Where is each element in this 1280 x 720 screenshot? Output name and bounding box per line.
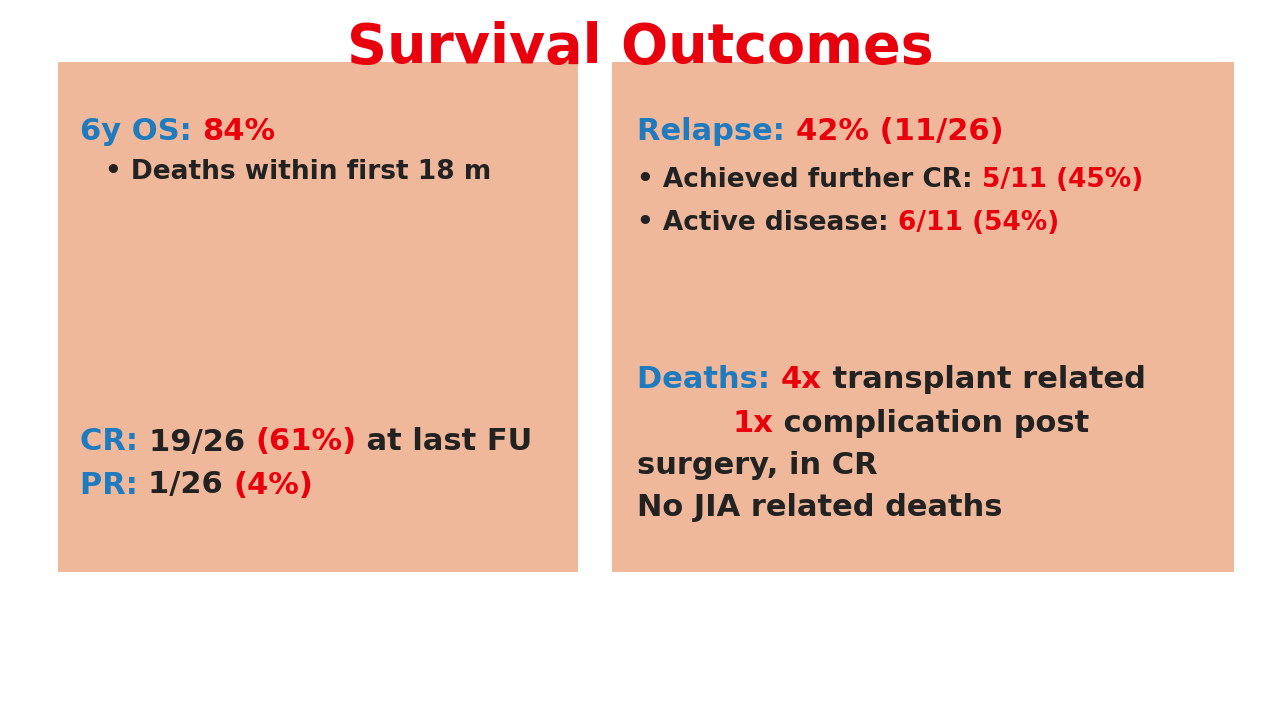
Text: 5/11 (45%): 5/11 (45%) [982, 167, 1143, 193]
Text: Survival Outcomes: Survival Outcomes [347, 21, 933, 75]
FancyBboxPatch shape [58, 62, 579, 572]
Text: Deaths:: Deaths: [637, 366, 781, 395]
Text: • Achieved further CR:: • Achieved further CR: [637, 167, 982, 193]
Text: 1/26: 1/26 [148, 470, 234, 500]
Text: PR:: PR: [79, 470, 148, 500]
Text: 1x: 1x [732, 408, 773, 438]
Text: • Deaths within first 18 m: • Deaths within first 18 m [105, 159, 492, 185]
Text: 84%: 84% [202, 117, 275, 146]
Text: • Active disease:: • Active disease: [637, 210, 897, 236]
Text: Relapse:: Relapse: [637, 117, 795, 146]
FancyBboxPatch shape [612, 62, 1234, 572]
Text: 42% (11/26): 42% (11/26) [795, 117, 1004, 146]
Text: (61%): (61%) [256, 428, 357, 456]
Text: 6y OS:: 6y OS: [79, 117, 202, 146]
Text: CR:: CR: [79, 428, 148, 456]
Text: at last FU: at last FU [357, 428, 532, 456]
Text: transplant related: transplant related [822, 366, 1146, 395]
Text: (4%): (4%) [234, 470, 314, 500]
Text: 19/26: 19/26 [148, 428, 256, 456]
Text: No JIA related deaths: No JIA related deaths [637, 493, 1002, 523]
Text: 6/11 (54%): 6/11 (54%) [897, 210, 1059, 236]
Text: complication post: complication post [773, 408, 1089, 438]
Text: 4x: 4x [781, 366, 822, 395]
Text: surgery, in CR: surgery, in CR [637, 451, 878, 480]
